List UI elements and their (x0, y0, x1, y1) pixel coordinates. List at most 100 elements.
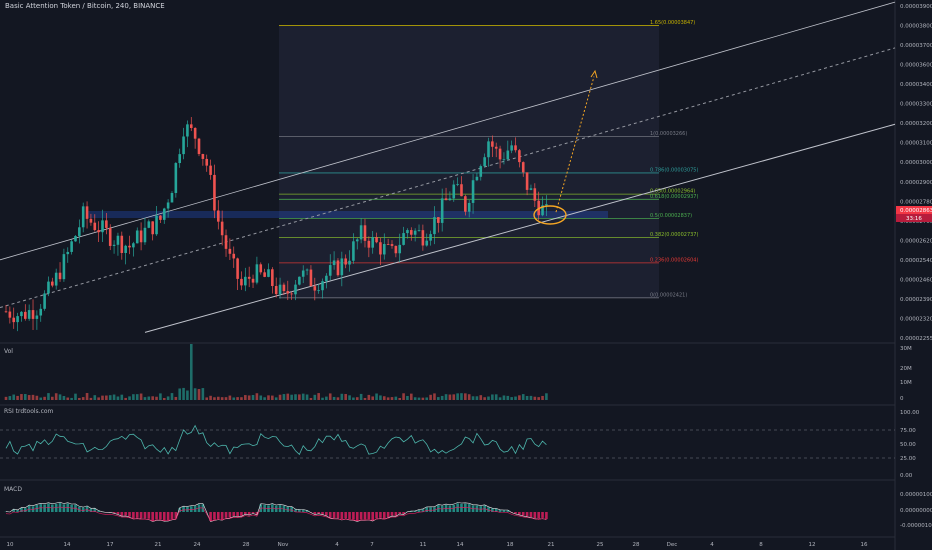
volume-bar (317, 393, 320, 400)
macd-bar (58, 503, 62, 512)
macd-bar (348, 512, 351, 520)
candle-body (521, 162, 525, 173)
candle-body (135, 230, 139, 244)
macd-bar (390, 512, 394, 516)
rsi-line (5, 424, 547, 456)
volume-bar (382, 396, 386, 400)
volume-bar (456, 393, 459, 400)
volume-bar (147, 396, 151, 400)
volume-bar (39, 397, 43, 400)
volume-bar (440, 395, 444, 400)
macd-bar (12, 509, 16, 512)
volume-bar (162, 397, 166, 400)
candle-body (278, 284, 282, 295)
volume-bar (525, 395, 529, 400)
volume-bar (518, 395, 521, 400)
candle-body (491, 141, 494, 147)
macd-bar (382, 512, 386, 519)
macd-bar (429, 507, 432, 512)
macd-bar (375, 512, 378, 519)
volume-bar (35, 395, 39, 400)
volume-bar (105, 395, 108, 400)
candle-body (8, 311, 12, 318)
volume-bar (66, 397, 70, 400)
candle-body (93, 222, 97, 231)
macd-bar (232, 512, 236, 517)
volume-bar (135, 394, 139, 400)
macd-bar (151, 512, 154, 521)
volume-bar (139, 393, 143, 400)
macd-tick-label: 0.00000000 (900, 508, 932, 514)
volume-bar (352, 397, 355, 400)
volume-bar (24, 394, 27, 400)
candle-body (417, 230, 421, 231)
macd-pane-label: MACD (4, 486, 22, 493)
candle-body (170, 192, 174, 203)
macd-bar (16, 510, 19, 512)
candle-body (240, 278, 243, 286)
candle-body (12, 317, 16, 323)
macd-bar (537, 512, 540, 519)
y-tick-label: 0.00002460 (900, 277, 932, 283)
macd-bar (344, 512, 347, 519)
candle-body (209, 165, 212, 175)
volume-bar (124, 397, 127, 400)
candle-body (66, 251, 70, 255)
candle-body (456, 184, 459, 186)
macd-bar (352, 512, 355, 520)
volume-bar (232, 397, 236, 400)
candle-body (541, 205, 544, 216)
macd-line (5, 501, 547, 522)
macd-bar (89, 508, 93, 512)
volume-bar (16, 395, 19, 400)
volume-bar (537, 397, 540, 400)
volume-bar (521, 394, 525, 400)
rsi-tick-label: 25.00 (900, 456, 916, 462)
macd-bar (85, 506, 89, 512)
volume-bar (112, 394, 116, 400)
candle-body (510, 145, 513, 151)
macd-bar (313, 512, 317, 515)
candle-body (487, 141, 490, 158)
volume-bar (247, 395, 251, 400)
macd-bar (78, 506, 81, 512)
volume-bar (89, 397, 93, 400)
volume-bar (81, 397, 85, 400)
volume-bar (128, 396, 131, 400)
candle-body (390, 244, 394, 246)
volume-bar (533, 396, 537, 400)
volume-bar (413, 397, 417, 400)
volume-tick-label: 0 (900, 396, 904, 402)
candle-body (27, 310, 31, 319)
candle-body (112, 244, 116, 246)
volume-bar (228, 395, 232, 400)
volume-bar (217, 396, 220, 400)
channel-lower-line (144, 123, 896, 333)
candle-body (437, 217, 440, 223)
volume-bar (224, 397, 228, 400)
macd-bar (97, 510, 100, 512)
macd-bar (529, 512, 533, 517)
candle-body (197, 138, 201, 155)
candle-body (410, 230, 413, 235)
volume-bar (452, 394, 456, 400)
candle-body (220, 221, 224, 236)
volume-bar (85, 393, 89, 400)
macd-bar (116, 512, 120, 515)
rsi-tick-label: 50.00 (900, 442, 916, 448)
macd-bar (294, 509, 297, 512)
candle-body (193, 127, 197, 139)
price-badge (896, 206, 932, 214)
volume-bar (27, 395, 31, 400)
y-tick-label: 0.00002320 (900, 316, 932, 322)
volume-bar (132, 394, 135, 400)
candle-body (402, 233, 405, 245)
macd-bar (321, 512, 324, 515)
x-tick-label: Nov (278, 542, 289, 548)
macd-bar (39, 504, 43, 512)
candle-body (533, 188, 537, 201)
volume-bar (213, 397, 216, 400)
candle-body (259, 264, 263, 273)
candle-body (359, 225, 363, 240)
